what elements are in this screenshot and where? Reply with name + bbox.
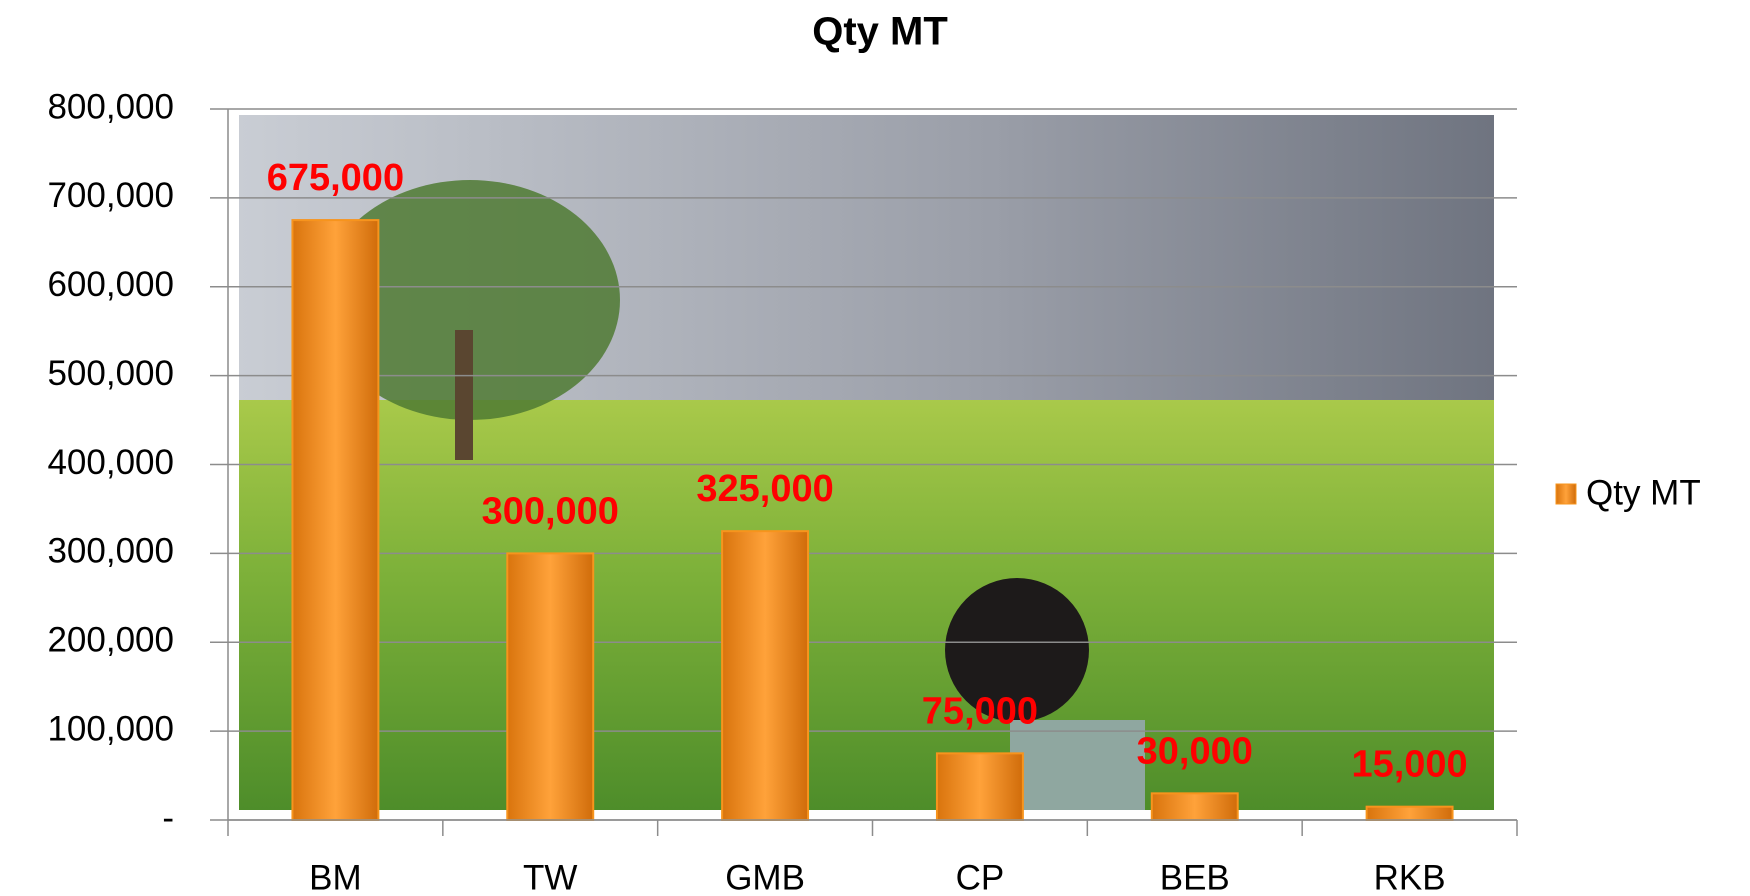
y-tick-label: 700,000: [47, 176, 174, 215]
value-label: 30,000: [1137, 730, 1253, 772]
y-tick-label: 400,000: [47, 443, 174, 482]
bar: [506, 552, 595, 821]
y-tick-label: 600,000: [47, 265, 174, 304]
bar: [291, 219, 380, 821]
value-label: 675,000: [267, 157, 404, 199]
x-tick-label: BM: [309, 858, 362, 896]
y-tick-label: 800,000: [47, 87, 174, 126]
chart-title: Qty MT: [812, 10, 948, 54]
value-label: 75,000: [922, 690, 1038, 732]
y-tick-label: 500,000: [47, 354, 174, 393]
bar: [1150, 792, 1239, 822]
value-label: 325,000: [696, 468, 833, 510]
bar: [935, 752, 1024, 821]
y-tick-label: 300,000: [47, 532, 174, 571]
y-tick-label: -: [162, 798, 174, 837]
legend-swatch: [1555, 483, 1577, 505]
x-tick-label: BEB: [1160, 858, 1230, 896]
x-tick-label: CP: [956, 858, 1005, 896]
bar: [721, 530, 810, 821]
x-tick-label: TW: [523, 858, 577, 896]
y-tick-label: 100,000: [47, 709, 174, 748]
bar: [1365, 805, 1454, 822]
y-tick-label: 200,000: [47, 621, 174, 660]
value-label: 15,000: [1351, 744, 1467, 786]
legend-label: Qty MT: [1586, 473, 1701, 512]
x-tick-label: GMB: [725, 858, 805, 896]
x-tick-label: RKB: [1374, 858, 1446, 896]
background-photo: [239, 115, 1494, 810]
value-label: 300,000: [482, 490, 619, 532]
